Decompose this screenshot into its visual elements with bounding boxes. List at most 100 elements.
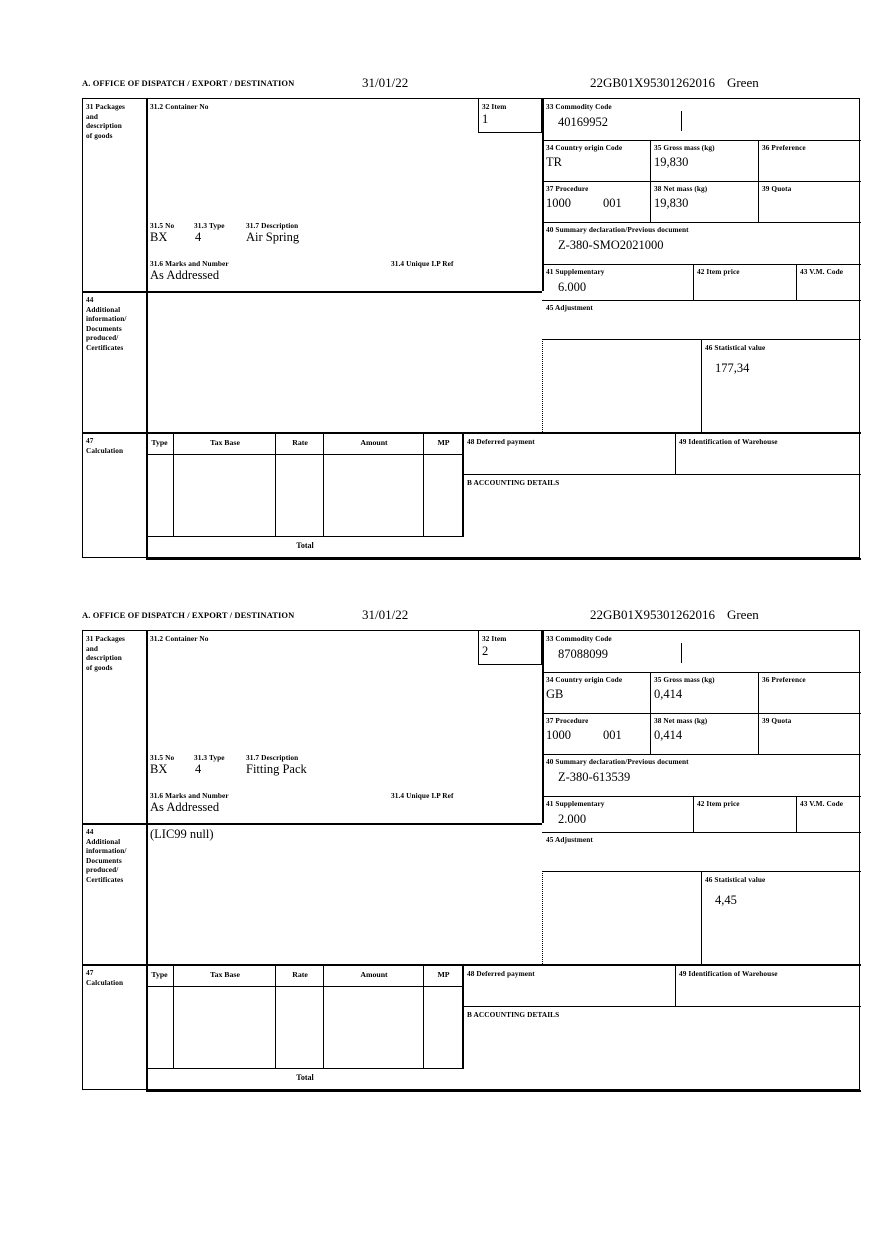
- box-39-quota-label: 39 Quota: [762, 184, 792, 193]
- box-31-5-no-value[interactable]: BX: [150, 230, 168, 244]
- divider-48-49: [675, 964, 677, 1006]
- box-45-adjustment-label: 45 Adjustment: [546, 303, 593, 312]
- calc-cell-mp[interactable]: [425, 988, 462, 1068]
- calc-header-amount: Amount: [360, 970, 388, 979]
- box-38-net-value[interactable]: 19,830: [654, 196, 689, 210]
- box-34-origin-value[interactable]: TR: [546, 155, 562, 169]
- divider-calc-left: [146, 964, 148, 1091]
- header-mrn: 22GB01X95301262016 Green: [590, 75, 759, 91]
- box-31-7-description-value[interactable]: Fitting Pack: [246, 762, 307, 776]
- dotted-divider-top-of-46: [542, 339, 702, 340]
- form-frame: 31 Packages and description of goods 31.…: [82, 98, 861, 560]
- box-40-summary-value[interactable]: Z-380-SMO2021000: [558, 238, 664, 252]
- divider-calc-rows-bottom: [146, 1068, 464, 1070]
- box-31-3-type-value[interactable]: 4: [195, 762, 202, 776]
- calc-cell-amount[interactable]: [325, 988, 423, 1068]
- box-41-supplementary-value[interactable]: 2.000: [558, 812, 587, 826]
- divider-42-43: [796, 264, 798, 300]
- box-35-gross-label: 35 Gross mass (kg): [654, 675, 715, 684]
- divider-calc-total-bottom: [146, 558, 861, 560]
- box-34-origin-value[interactable]: GB: [546, 687, 564, 701]
- box-31-3-type-value[interactable]: 4: [195, 230, 202, 244]
- box-46-statistical-value[interactable]: 177,34: [715, 361, 750, 375]
- calc-cell-mp[interactable]: [425, 456, 462, 536]
- divider-under-box-31: [83, 823, 542, 825]
- calc-header-rate: Rate: [292, 438, 308, 447]
- header-date: 31/01/22: [362, 75, 409, 90]
- calc-header-mp: MP: [437, 970, 450, 979]
- box-35-gross-value[interactable]: 19,830: [654, 155, 689, 169]
- box-34-origin-label: 34 Country origin Code: [546, 675, 623, 684]
- box-31-7-description-label: 31.7 Description: [246, 221, 299, 230]
- divider-37-38: [650, 713, 652, 754]
- calc-cell-rate[interactable]: [277, 456, 323, 536]
- box-35-gross-value[interactable]: 0,414: [654, 687, 683, 701]
- divider-under-37-39: [542, 222, 861, 224]
- box-31-2-container-label: 31.2 Container No: [150, 634, 209, 643]
- dotted-divider-left-of-46: [542, 871, 543, 964]
- box-42-item-price-label: 42 Item price: [697, 799, 740, 808]
- box-43-vm-code-label: 43 V.M. Code: [800, 799, 844, 808]
- box-b-accounting-label: B ACCOUNTING DETAILS: [467, 1010, 560, 1019]
- box-44-value[interactable]: (LIC99 null): [150, 827, 214, 841]
- box-33-commodity-value[interactable]: 87088099: [558, 647, 608, 661]
- divider-under-box-31: [83, 291, 542, 293]
- box-31-7-description-value[interactable]: Air Spring: [246, 230, 300, 244]
- divider-under-box-40: [542, 264, 861, 266]
- calc-header-amount: Amount: [360, 438, 388, 447]
- box-31-5-no-value[interactable]: BX: [150, 762, 168, 776]
- box-32-item-value[interactable]: 1: [482, 112, 489, 126]
- calc-cell-tax-base[interactable]: [176, 988, 275, 1068]
- divider-left-box-46: [701, 339, 703, 432]
- divider-left-box-46: [701, 871, 703, 964]
- box-31-3-type-label: 31.3 Type: [194, 753, 225, 762]
- mrn-value: 22GB01X95301262016: [590, 75, 715, 90]
- box-31-5-no-label: 31.5 No: [150, 753, 175, 762]
- calc-total-label: Total: [296, 1073, 314, 1082]
- box-36-preference-label: 36 Preference: [762, 143, 806, 152]
- calc-cell-type[interactable]: [148, 988, 173, 1068]
- box-37-procedure-value[interactable]: 1000: [546, 728, 571, 742]
- box-37-procedure-additional[interactable]: 001: [603, 196, 622, 210]
- box-33-inner-divider: [681, 643, 683, 663]
- box-40-summary-value[interactable]: Z-380-613539: [558, 770, 631, 784]
- box-31-6-marks-value[interactable]: As Addressed: [150, 800, 220, 814]
- calc-cell-rate[interactable]: [277, 988, 323, 1068]
- box-35-gross-label: 35 Gross mass (kg): [654, 143, 715, 152]
- calc-total-label: Total: [296, 541, 314, 550]
- divider-under-37-39: [542, 754, 861, 756]
- box-31-6-marks-value[interactable]: As Addressed: [150, 268, 220, 282]
- calc-cell-amount[interactable]: [325, 456, 423, 536]
- header-office-title: A. OFFICE OF DISPATCH / EXPORT / DESTINA…: [82, 78, 295, 88]
- box-46-statistical-value[interactable]: 4,45: [715, 893, 737, 907]
- box-32-item-value[interactable]: 2: [482, 644, 489, 658]
- form-frame: 31 Packages and description of goods 31.…: [82, 630, 861, 1092]
- box-41-supplementary-value[interactable]: 6.000: [558, 280, 587, 294]
- form-header: A. OFFICE OF DISPATCH / EXPORT / DESTINA…: [82, 607, 862, 630]
- box-46-statistical-label: 46 Statistical value: [705, 343, 766, 352]
- box-38-net-value[interactable]: 0,414: [654, 728, 683, 742]
- box-31-7-description-label: 31.7 Description: [246, 753, 299, 762]
- divider-goods-right: [542, 99, 544, 291]
- divider-34-35: [650, 672, 652, 713]
- calc-header-rate: Rate: [292, 970, 308, 979]
- divider-calc-rate-amount: [323, 964, 325, 1068]
- calc-cell-type[interactable]: [148, 456, 173, 536]
- box-37-procedure-value[interactable]: 1000: [546, 196, 571, 210]
- box-33-commodity-value[interactable]: 40169952: [558, 115, 608, 129]
- divider-41-42: [693, 264, 695, 300]
- box-49-warehouse-label: 49 Identification of Warehouse: [679, 969, 778, 978]
- divider-under-34-36: [542, 713, 861, 715]
- box-37-procedure-label: 37 Procedure: [546, 184, 589, 193]
- form-header: A. OFFICE OF DISPATCH / EXPORT / DESTINA…: [82, 75, 862, 98]
- calc-cell-tax-base[interactable]: [176, 456, 275, 536]
- box-37-procedure-additional[interactable]: 001: [603, 728, 622, 742]
- box-38-net-label: 38 Net mass (kg): [654, 184, 708, 193]
- box-31-4-ipref-label: 31.4 Unique I.P Ref: [391, 791, 454, 800]
- divider-calc-right: [462, 432, 464, 536]
- box-31-6-marks-label: 31.6 Marks and Number: [150, 259, 229, 268]
- divider-35-36: [758, 672, 760, 713]
- divider-calc-header-bottom: [146, 986, 464, 988]
- divider-calc-amount-mp: [423, 432, 425, 536]
- divider-41-42: [693, 796, 695, 832]
